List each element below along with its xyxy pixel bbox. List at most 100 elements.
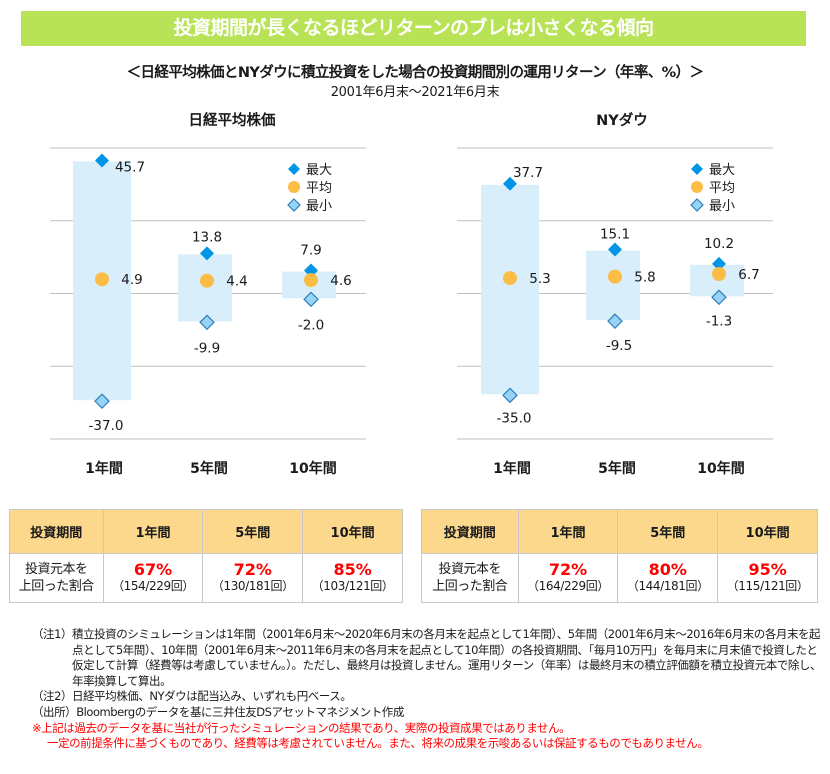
min-marker <box>711 289 727 306</box>
range-bar <box>481 184 539 395</box>
category-label: 1年間 <box>493 460 531 477</box>
min-value-label: -37.0 <box>89 418 124 434</box>
ratio-cell: 95% （115/121回） <box>717 553 818 603</box>
max-value-label: 37.7 <box>513 165 543 181</box>
avg-marker <box>608 269 622 284</box>
legend-label: 平均 <box>709 181 735 196</box>
ratio-percent: 72% <box>548 560 588 579</box>
legend-label: 最大 <box>306 163 332 178</box>
header-cell: 1年間 <box>517 509 619 554</box>
table-row: 投資元本を 上回った割合 67% （154/229回） 72% （130/181回）… <box>9 553 403 603</box>
legend-label: 最小 <box>306 199 332 214</box>
min-marker <box>199 314 215 331</box>
disclaimer-line: ※上記は過去のデータを基に当社が行ったシミュレーションの結果であり、実際の投資成… <box>32 720 571 735</box>
max-marker <box>95 153 109 168</box>
avg-marker <box>712 267 726 282</box>
ratio-count: （115/121回） <box>726 579 809 593</box>
disclaimer-line: 一定の前提条件に基づくものであり、経費等は考慮されていません。また、将来の成果を… <box>47 736 709 751</box>
category-label: 1年間 <box>85 460 123 477</box>
table-header-row: 投資期間 1年間 5年間 10年間 <box>421 509 818 554</box>
legend-label: 最大 <box>709 163 735 178</box>
nikkei-chart: 日経平均株価 45.7 4.9 -37.0 1年間 13.8 4.4 -9.9 5年間 7.9 4.… <box>50 111 366 477</box>
category-label: 10年間 <box>289 460 336 477</box>
avg-value-label: 4.4 <box>226 274 247 290</box>
note-tag: （注1） <box>32 627 73 641</box>
ratio-count: （154/229回） <box>112 579 194 593</box>
max-marker <box>200 246 214 261</box>
header-cell: 5年間 <box>202 509 304 554</box>
category-label: 5年間 <box>598 460 636 477</box>
max-value-label: 13.8 <box>192 229 222 245</box>
legend-max-icon <box>691 163 703 175</box>
max-marker <box>608 242 622 257</box>
min-value-label: -2.0 <box>298 317 324 333</box>
row-label: 投資元本を 上回った割合 <box>9 553 104 603</box>
range-bar <box>586 250 640 321</box>
ratio-cell: 67% （154/229回） <box>102 553 204 603</box>
min-marker <box>502 387 518 404</box>
header-cell: 5年間 <box>617 509 719 554</box>
nydow-chart: NYダウ 37.7 5.3 -35.0 1年間 15.1 5.8 -9.5 5年間 10.26.7… <box>457 111 773 477</box>
chart-subtitle: ＜日経平均株価とNYダウに積立投資をした場合の投資期間別の運用リターン（年率、%… <box>126 65 704 81</box>
ratio-cell: 72% （130/181回） <box>202 553 304 603</box>
ratio-percent: 67% <box>133 560 173 579</box>
max-value-label: 10.2 <box>704 236 734 252</box>
avg-value-label: 5.8 <box>634 270 655 286</box>
min-marker <box>303 291 319 308</box>
avg-value-label: 5.3 <box>529 271 550 287</box>
headline-banner: 投資期間が長くなるほどリターンのブレは小さくなる傾向 <box>21 11 806 46</box>
row-label-line: 投資元本を <box>438 562 502 577</box>
header-cell: 投資期間 <box>9 509 104 554</box>
ratio-count: （103/121回） <box>311 579 394 593</box>
chart-title: 日経平均株価 <box>189 111 276 129</box>
avg-marker <box>304 273 318 288</box>
min-marker <box>607 313 623 329</box>
nikkei-ratio-table: 投資期間 1年間 5年間 10年間 投資元本を 上回った割合 67% （154/2… <box>9 509 403 603</box>
ratio-percent: 80% <box>648 560 687 579</box>
row-label-line: 投資元本を <box>25 562 88 577</box>
ratio-percent: 85% <box>333 560 372 579</box>
header-cell: 10年間 <box>302 509 403 554</box>
header-cell: 投資期間 <box>421 509 519 554</box>
min-value-label: -1.3 <box>706 313 732 329</box>
chart-title: NYダウ <box>596 111 648 129</box>
max-value-label: 15.1 <box>600 227 630 243</box>
max-value-label: 7.9 <box>300 243 321 259</box>
min-marker <box>94 393 110 410</box>
row-label-line: 上回った割合 <box>432 579 508 594</box>
ratio-cell: 72% （164/229回） <box>517 553 619 603</box>
avg-marker <box>503 271 517 286</box>
legend-min-icon <box>690 198 704 212</box>
source-note: （出所） Bloombergのデータを基に三井住友DSアセットマネジメント作成 <box>32 705 822 721</box>
max-value-label: 45.7 <box>115 160 145 176</box>
note-text: 日経平均株価、NYダウは配当込み、いずれも円ベース。 <box>72 689 352 704</box>
legend-avg-icon <box>691 181 703 193</box>
ratio-count: （130/181回） <box>211 579 294 593</box>
row-label-line: 上回った割合 <box>18 579 95 594</box>
avg-marker <box>200 273 214 288</box>
min-value-label: -9.5 <box>606 338 632 354</box>
avg-value-label: 4.9 <box>121 272 142 288</box>
category-label: 10年間 <box>697 460 744 477</box>
note-text: Bloombergのデータを基に三井住友DSアセットマネジメント作成 <box>76 704 404 719</box>
avg-marker <box>95 272 109 287</box>
legend-label: 平均 <box>306 181 332 196</box>
category-label: 5年間 <box>190 460 228 477</box>
max-marker <box>712 256 726 271</box>
ratio-count: （164/229回） <box>527 579 609 593</box>
legend-max-icon <box>288 163 300 175</box>
avg-value-label: 6.7 <box>738 267 759 283</box>
note-1: （注1） 積立投資のシミュレーションは1年間（2001年6月末～2020年6月末… <box>32 627 822 689</box>
table-row: 投資元本を 上回った割合 72% （164/229回） 80% （144/181回）… <box>421 553 818 603</box>
ratio-count: （144/181回） <box>626 579 709 593</box>
row-label: 投資元本を 上回った割合 <box>421 553 519 603</box>
header-cell: 10年間 <box>717 509 818 554</box>
range-bar <box>178 254 232 322</box>
footnotes: （注1） 積立投資のシミュレーションは1年間（2001年6月末～2020年6月末… <box>32 627 822 752</box>
max-marker <box>304 263 318 278</box>
legend-avg-icon <box>288 181 300 193</box>
table-header-row: 投資期間 1年間 5年間 10年間 <box>9 509 403 554</box>
note-tag: （出所） <box>32 704 77 719</box>
legend-min-icon <box>287 198 301 212</box>
ratio-percent: 95% <box>748 560 787 579</box>
